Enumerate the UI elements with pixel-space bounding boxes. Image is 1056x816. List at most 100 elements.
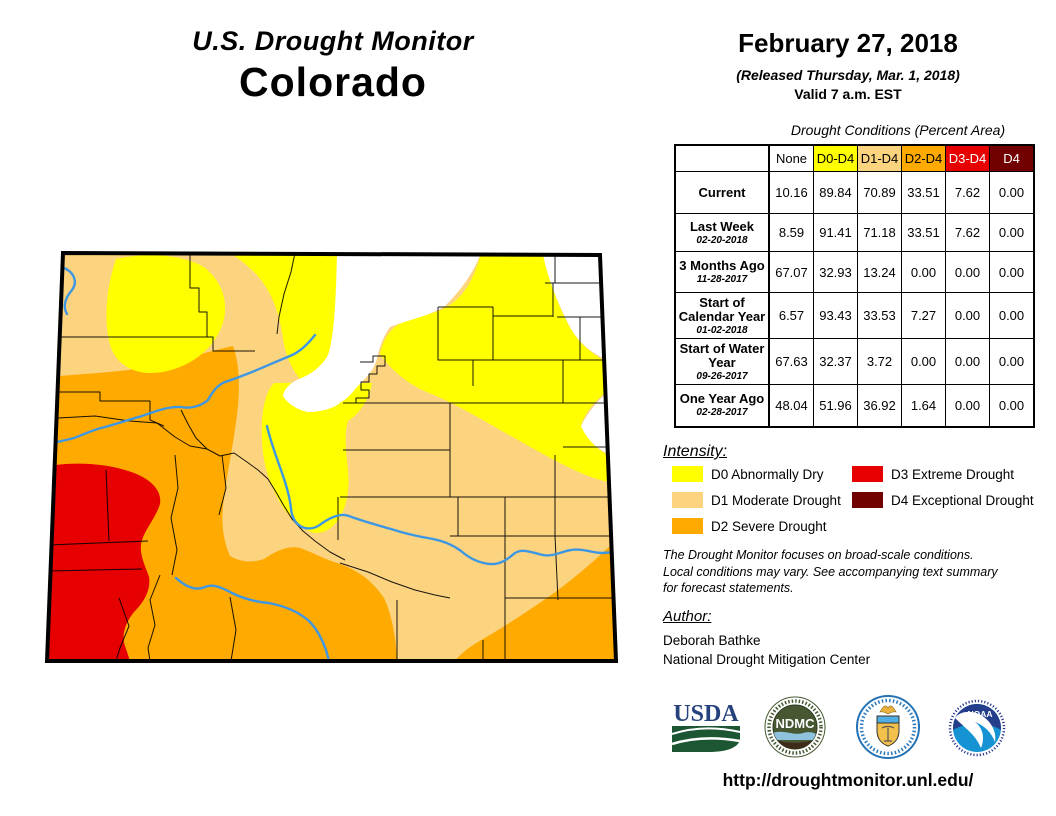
d0-swatch — [672, 466, 703, 482]
state-name: Colorado — [239, 59, 427, 105]
ndmc-logo: NDMC — [764, 696, 826, 758]
table-row: One Year Ago 02-28-2017 48.04 51.96 36.9… — [674, 384, 1035, 427]
river-northwest — [62, 266, 76, 316]
disclaimer-line: Local conditions may vary. See accompany… — [663, 564, 998, 579]
table-header-row: None D0-D4 D1-D4 D2-D4 D3-D4 D4 — [674, 144, 1035, 172]
cell-value: 36.92 — [857, 384, 902, 427]
cell-value: 1.64 — [901, 384, 946, 427]
legend-label: D3 Extreme Drought — [891, 467, 1015, 482]
header-cell-d1d4: D1-D4 — [857, 144, 902, 172]
legend-label: D4 Exceptional Drought — [891, 493, 1034, 508]
map-region-d0-northeast — [380, 253, 613, 483]
d4-swatch — [852, 492, 883, 508]
disclaimer-line: The Drought Monitor focuses on broad-sca… — [663, 548, 974, 562]
doc-text-ring — [859, 698, 917, 756]
rivers — [55, 266, 616, 661]
row-date: 11-28-2017 — [696, 274, 748, 285]
drought-conditions-table: None D0-D4 D1-D4 D2-D4 D3-D4 D4 Current … — [674, 144, 1035, 428]
noaa-text-ring — [948, 699, 1006, 757]
d2-swatch — [672, 518, 703, 534]
table-row: Start of Water Year 09-26-2017 67.63 32.… — [674, 338, 1035, 385]
cell-value: 7.27 — [901, 292, 946, 339]
cell-value: 89.84 — [813, 171, 858, 214]
doc-ship-column — [881, 725, 895, 742]
usda-logo: USDA — [671, 701, 741, 752]
cell-value: 7.62 — [945, 171, 990, 214]
cell-value: 67.07 — [768, 251, 814, 293]
row-label: Last Week — [689, 218, 755, 234]
table-caption: Drought Conditions (Percent Area) — [790, 122, 1006, 138]
row-date: 09-26-2017 — [696, 370, 748, 382]
state-border — [44, 250, 619, 663]
cell-value: 6.57 — [768, 292, 814, 339]
noaa-logo-text: NOAA — [967, 709, 992, 719]
county-boundaries — [47, 253, 616, 661]
cell-value: 33.53 — [857, 292, 902, 339]
date-block: February 27, 2018 (Released Thursday, Ma… — [664, 28, 1032, 102]
ndmc-water-band — [773, 731, 817, 740]
author-name: Deborah Bathke — [663, 633, 761, 648]
river-colorado — [55, 333, 317, 444]
released-date: (Released Thursday, Mar. 1, 2018) — [736, 67, 960, 83]
row-date: 02-28-2017 — [696, 407, 748, 419]
header-cell-d0d4: D0-D4 — [813, 144, 858, 172]
row-label: Start of Water Year — [679, 340, 765, 370]
header-cell-d3d4: D3-D4 — [945, 144, 990, 172]
noaa-seagull — [955, 711, 996, 748]
disclaimer: The Drought Monitor focuses on broad-sca… — [663, 547, 998, 597]
row-date: 02-20-2018 — [696, 234, 748, 246]
table-row: Start of Calendar Year 01-02-2018 6.57 9… — [674, 292, 1035, 339]
cell-value: 8.59 — [768, 213, 814, 252]
cell-value: 7.62 — [945, 213, 990, 252]
cell-value: 3.72 — [857, 338, 902, 385]
cell-value: 33.51 — [901, 213, 946, 252]
cell-value: 0.00 — [901, 251, 946, 293]
author-org: National Drought Mitigation Center — [663, 652, 871, 667]
cell-value: 91.41 — [813, 213, 858, 252]
cell-value: 32.37 — [813, 338, 858, 385]
cell-value: 0.00 — [945, 338, 990, 385]
cell-value: 71.18 — [857, 213, 902, 252]
map-region-none-northeast-corner — [543, 255, 603, 358]
map-region-d0-northwest — [106, 255, 226, 373]
header-cell-none: None — [768, 144, 814, 172]
legend-title: Intensity: — [663, 443, 728, 460]
cell-value: 33.51 — [901, 171, 946, 214]
legend-label: D0 Abnormally Dry — [711, 467, 824, 482]
cell-value: 13.24 — [857, 251, 902, 293]
ndmc-text-ring — [767, 699, 823, 755]
cell-value: 0.00 — [945, 384, 990, 427]
valid-time: Valid 7 a.m. EST — [794, 86, 902, 102]
table-row: 3 Months Ago 11-28-2017 67.07 32.93 13.2… — [674, 251, 1035, 293]
noaa-logo: NOAA — [948, 699, 1006, 757]
table-row: Last Week 02-20-2018 8.59 91.41 71.18 33… — [674, 213, 1035, 252]
d1-swatch — [672, 492, 703, 508]
cell-value: 51.96 — [813, 384, 858, 427]
department-of-commerce-seal — [856, 695, 920, 759]
ndmc-logo-text: NDMC — [776, 716, 816, 731]
cell-value: 0.00 — [945, 292, 990, 339]
cell-value: 0.00 — [945, 251, 990, 293]
cell-value: 32.93 — [813, 251, 858, 293]
d3-swatch — [852, 466, 883, 482]
map-region-none-north-central — [283, 253, 481, 412]
row-label: 3 Months Ago — [679, 258, 765, 273]
disclaimer-line: for forecast statements. — [663, 581, 794, 595]
cell-value: 67.63 — [768, 338, 814, 385]
map-region-d3-west — [47, 463, 161, 661]
cell-value: 0.00 — [901, 338, 946, 385]
report-title: U.S. Drought Monitor — [192, 26, 474, 56]
cell-value: 0.00 — [989, 213, 1035, 252]
row-label: One Year Ago — [679, 391, 765, 407]
cell-value: 70.89 — [857, 171, 902, 214]
map-date: February 27, 2018 — [738, 28, 958, 58]
colorado-drought-map — [44, 250, 619, 663]
river-rio-grande — [174, 576, 331, 661]
cell-value: 0.00 — [989, 338, 1035, 385]
website-url: http://droughtmonitor.unl.edu/ — [722, 770, 974, 790]
doc-shield-chief — [876, 715, 900, 724]
legend-label: D1 Moderate Drought — [711, 493, 841, 508]
cell-value: 0.00 — [989, 251, 1035, 293]
cell-value: 10.16 — [768, 171, 814, 214]
